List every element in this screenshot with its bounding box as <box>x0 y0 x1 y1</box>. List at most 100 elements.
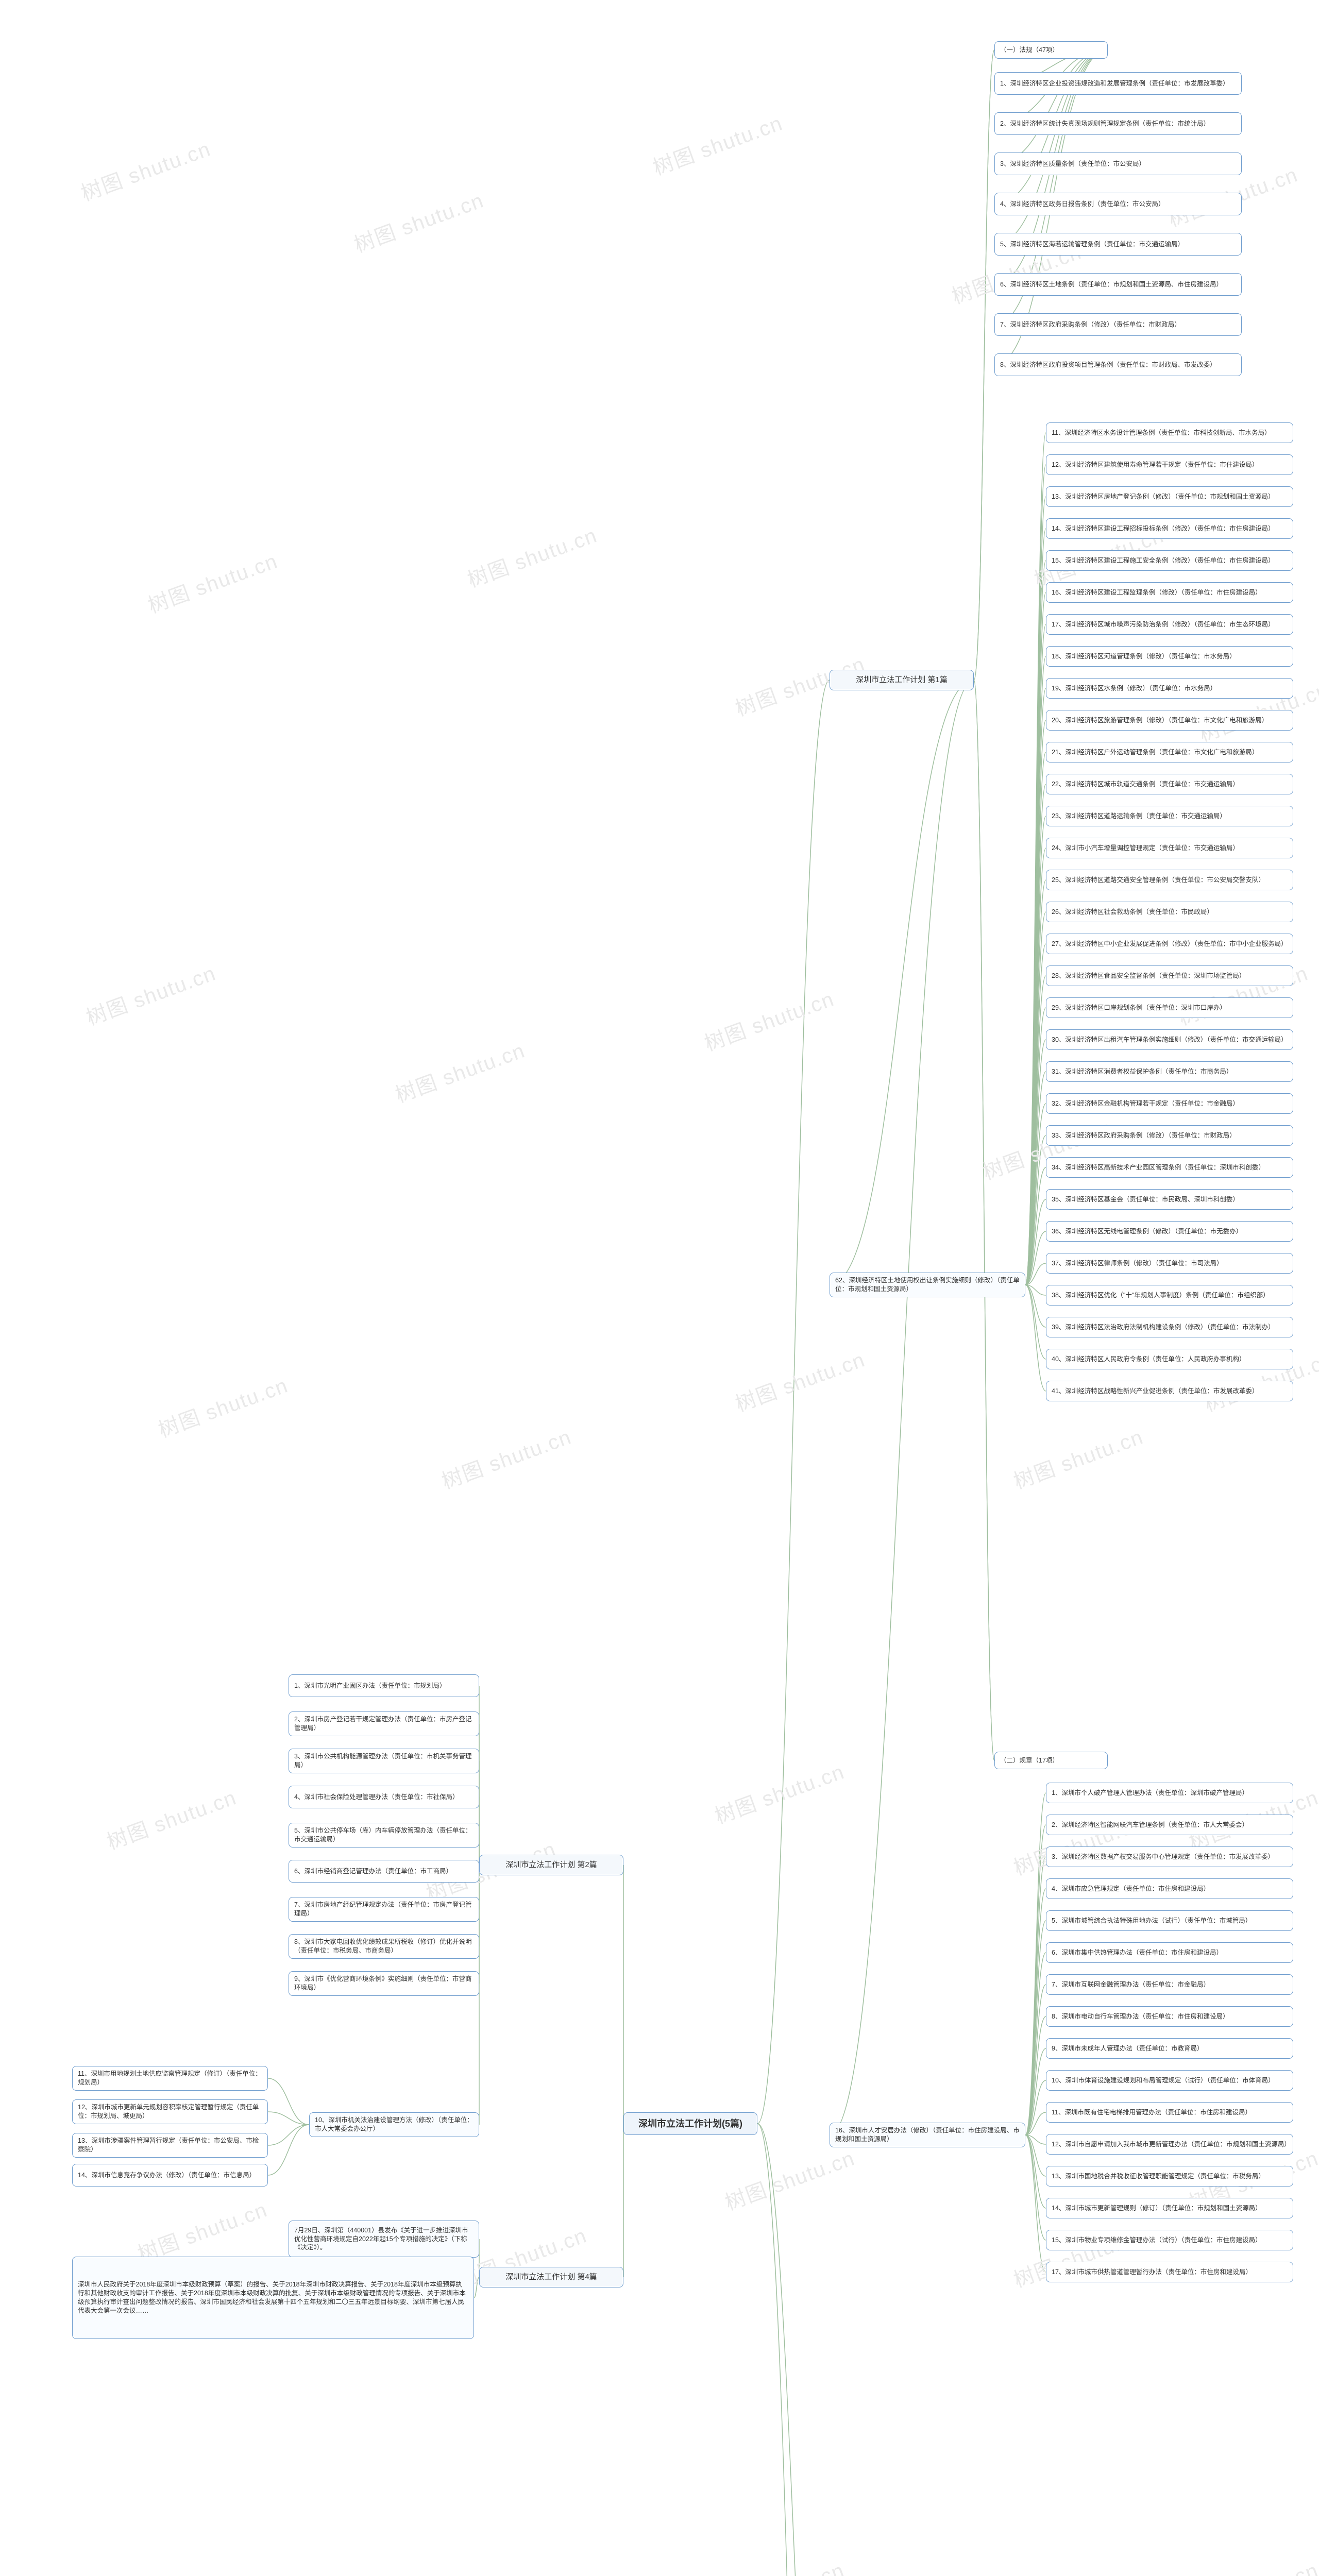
b4-block-1[interactable]: 深圳市人民政府关于2018年度深圳市本级财政预算（草案）的报告、关于2018年深… <box>72 2257 474 2339</box>
relay-r1-leaf-4-label: 15、深圳经济特区建设工程施工安全条例（修改）（责任单位：市住房建设局） <box>1052 556 1275 565</box>
b2-leaf-8-label: 9、深圳市《优化营商环境条例》实施细则（责任单位：市营商环境局） <box>294 1975 474 1992</box>
relay-r1-leaf-17[interactable]: 28、深圳经济特区食品安全监督条例（责任单位：深圳市场监管局） <box>1046 965 1293 986</box>
b1-top-leaf-6[interactable]: 7、深圳经济特区政府采购条例（修改）（责任单位：市财政局） <box>994 313 1242 336</box>
relay-r1-leaf-18[interactable]: 29、深圳经济特区口岸规划条例（责任单位：深圳市口岸办） <box>1046 997 1293 1018</box>
b2-leaf-3-label: 4、深圳市社会保险处理管理办法（责任单位：市社保局） <box>294 1793 459 1802</box>
relay-r2-leaf-10[interactable]: 11、深圳市既有住宅电梯排用管理办法（责任单位：市住房和建设局） <box>1046 2102 1293 2123</box>
relay-r2-leaf-10-label: 11、深圳市既有住宅电梯排用管理办法（责任单位：市住房和建设局） <box>1052 2108 1252 2117</box>
relay-r1-leaf-9-label: 20、深圳经济特区旅游管理条例（修改）（责任单位：市文化广电和旅游局） <box>1052 716 1268 725</box>
b2-leaf-1[interactable]: 2、深圳市房产登记若干规定管理办法（责任单位：市房产登记管理局） <box>289 1711 479 1736</box>
relay-r2-leaf-9[interactable]: 10、深圳市体育设施建设规划和布局管理规定（试行）（责任单位：市体育局） <box>1046 2070 1293 2091</box>
relay-r2-leaf-3[interactable]: 4、深圳市应急管理规定（责任单位：市住房和建设局） <box>1046 1878 1293 1899</box>
watermark: 树图 shutu.cn <box>1009 1420 1147 1495</box>
relay-r2-leaf-0[interactable]: 1、深圳市个人破产管理人管理办法（责任单位：深圳市破产管理局） <box>1046 1783 1293 1803</box>
relay-r2-leaf-8-label: 9、深圳市未成年人管理办法（责任单位：市教育局） <box>1052 2044 1203 2053</box>
relay-r2-leaf-8[interactable]: 9、深圳市未成年人管理办法（责任单位：市教育局） <box>1046 2038 1293 2059</box>
b1-top-leaf-2[interactable]: 3、深圳经济特区质量条例（责任单位：市公安局） <box>994 152 1242 175</box>
b2-side-2[interactable]: 13、深圳市涉疆案件管理暂行规定（责任单位：市公安局、市检察院） <box>72 2133 268 2158</box>
relay-r1-leaf-20[interactable]: 31、深圳经济特区消费者权益保护条例（责任单位：市商务局） <box>1046 1061 1293 1082</box>
relay-r1-leaf-4[interactable]: 15、深圳经济特区建设工程施工安全条例（修改）（责任单位：市住房建设局） <box>1046 550 1293 571</box>
relay-r1-leaf-8[interactable]: 19、深圳经济特区水条例（修改）（责任单位：市水务局） <box>1046 678 1293 699</box>
relay-r1-leaf-3[interactable]: 14、深圳经济特区建设工程招标投标条例（修改）（责任单位：市住房建设局） <box>1046 518 1293 539</box>
relay-r1-leaf-27[interactable]: 38、深圳经济特区优化（"十"年规划人事制度）条例（责任单位：市组织部） <box>1046 1285 1293 1306</box>
relay-r1-leaf-2[interactable]: 13、深圳经济特区房地产登记条例（修改）（责任单位：市规划和国土资源局） <box>1046 486 1293 507</box>
b2-leaf-5[interactable]: 6、深圳市经销商登记管理办法（责任单位：市工商局） <box>289 1860 479 1883</box>
b2-leaf-0[interactable]: 1、深圳市光明产业固区办法（责任单位：市规划局） <box>289 1674 479 1697</box>
b2-side-1[interactable]: 12、深圳市城市更新单元规划容积率核定管理暂行规定（责任单位：市规划局、城更局） <box>72 2099 268 2124</box>
b2-side-3[interactable]: 14、深圳市信息竞存争议办法（修改）（责任单位：市信息局） <box>72 2164 268 2187</box>
branch-b4[interactable]: 深圳市立法工作计划 第4篇 <box>479 2267 623 2287</box>
relay-r2-leaf-2[interactable]: 3、深圳经济特区数据产权交易服务中心管理规定（责任单位：市发展改革委） <box>1046 1846 1293 1867</box>
relay-r1-leaf-16[interactable]: 27、深圳经济特区中小企业发展促进条例（修改）（责任单位：市中小企业服务局） <box>1046 934 1293 954</box>
relay-r2-leaf-15-label: 17、深圳市城市供热管道管理暂行办法（责任单位：市住房和建设局） <box>1052 2268 1252 2277</box>
relay-r1-leaf-1-label: 12、深圳经济特区建筑使用寿命管理若干规定（责任单位：市住建设局） <box>1052 461 1258 469</box>
relay-r2-leaf-6[interactable]: 7、深圳市互联网金融管理办法（责任单位：市金融局） <box>1046 1974 1293 1995</box>
relay-r1-leaf-10[interactable]: 21、深圳经济特区户外运动管理条例（责任单位：市文化广电和旅游局） <box>1046 742 1293 762</box>
relay-r1-leaf-1[interactable]: 12、深圳经济特区建筑使用寿命管理若干规定（责任单位：市住建设局） <box>1046 454 1293 475</box>
relay-r2[interactable]: 16、深圳市人才安居办法（修改）（责任单位：市住房建设局、市规划和国土资源局） <box>830 2123 1025 2147</box>
b2-leaf-4[interactable]: 5、深圳市公共停车场（库）内车辆停放管理办法（责任单位：市交通运输局） <box>289 1823 479 1848</box>
b1-top-leaf-5[interactable]: 6、深圳经济特区土地条例（责任单位：市规划和国土资源局、市住房建设局） <box>994 273 1242 296</box>
branch-b1[interactable]: 深圳市立法工作计划 第1篇 <box>830 670 974 690</box>
relay-r1-leaf-2-label: 13、深圳经济特区房地产登记条例（修改）（责任单位：市规划和国土资源局） <box>1052 493 1275 501</box>
b2-leaf-3[interactable]: 4、深圳市社会保险处理管理办法（责任单位：市社保局） <box>289 1786 479 1808</box>
relay-r1-leaf-12[interactable]: 23、深圳经济特区道路运输条例（责任单位：市交通运输局） <box>1046 806 1293 826</box>
relay-r2-leaf-5[interactable]: 6、深圳市集中供热管理办法（责任单位：市住房和建设局） <box>1046 1942 1293 1963</box>
relay-r1[interactable]: 62、深圳经济特区土地使用权出让条例实施细则（修改）（责任单位：市规划和国土资源… <box>830 1273 1025 1297</box>
relay-r2-leaf-11[interactable]: 12、深圳市自愿申请加入我市城市更新管理办法（责任单位：市规划和国土资源局） <box>1046 2134 1293 2155</box>
relay-r1-leaf-19[interactable]: 30、深圳经济特区出租汽车管理条例实施细则（修改）（责任单位：市交通运输局） <box>1046 1029 1293 1050</box>
relay-r2-leaf-12[interactable]: 13、深圳市国地税合并税收征收管理职能管理规定（责任单位：市税务局） <box>1046 2166 1293 2187</box>
b2-relay-label: 10、深圳市机关法治建设管理方法（修改）（责任单位：市人大常委会办公厅） <box>315 2116 474 2133</box>
b2-leaf-2[interactable]: 3、深圳市公共机构能源管理办法（责任单位：市机关事务管理局） <box>289 1749 479 1773</box>
b1-top-leaf-3[interactable]: 4、深圳经济特区政务日报告条例（责任单位：市公安局） <box>994 193 1242 215</box>
relay-r1-leaf-11[interactable]: 22、深圳经济特区城市轨道交通条例（责任单位：市交通运输局） <box>1046 774 1293 794</box>
b1-top-leaf-0[interactable]: 1、深圳经济特区企业投资违规改造和发展管理条例（责任单位：市发展改革委） <box>994 72 1242 95</box>
b2-leaf-6[interactable]: 7、深圳市房地产经纪管理规定办法（责任单位：市房产登记管理局） <box>289 1897 479 1922</box>
b2-leaf-5-label: 6、深圳市经销商登记管理办法（责任单位：市工商局） <box>294 1867 452 1876</box>
relay-r1-leaf-15[interactable]: 26、深圳经济特区社会救助条例（责任单位：市民政局） <box>1046 902 1293 922</box>
relay-r1-leaf-15-label: 26、深圳经济特区社会救助条例（责任单位：市民政局） <box>1052 908 1213 917</box>
watermark: 树图 shutu.cn <box>720 2142 858 2216</box>
b2-leaf-8[interactable]: 9、深圳市《优化营商环境条例》实施细则（责任单位：市营商环境局） <box>289 1971 479 1996</box>
b2-side-0[interactable]: 11、深圳市用地规划土地供应监察管理规定（修订）（责任单位：规划局） <box>72 2066 268 2091</box>
b4-block-0[interactable]: 7月29日、深圳第（440001）县发布《关于进一步推进深圳市优化性营商环境规定… <box>289 2221 479 2258</box>
relay-r1-leaf-6[interactable]: 17、深圳经济特区城市噪声污染防治条例（修改）（责任单位：市生态环境局） <box>1046 614 1293 635</box>
relay-r2-leaf-1[interactable]: 2、深圳经济特区智能网联汽车管理条例（责任单位：市人大常委会） <box>1046 1815 1293 1835</box>
relay-r1-leaf-14[interactable]: 25、深圳经济特区道路交通安全管理条例（责任单位：市公安局交警支队） <box>1046 870 1293 890</box>
relay-r1-leaf-7[interactable]: 18、深圳经济特区河道管理条例（修改）（责任单位：市水务局） <box>1046 646 1293 667</box>
relay-r1-leaf-9[interactable]: 20、深圳经济特区旅游管理条例（修改）（责任单位：市文化广电和旅游局） <box>1046 710 1293 731</box>
relay-r1-leaf-23[interactable]: 34、深圳经济特区高新技术产业园区管理条例（责任单位：深圳市科创委） <box>1046 1157 1293 1178</box>
b1-top-leaf-7[interactable]: 8、深圳经济特区政府投资项目管理条例（责任单位：市财政局、市发改委） <box>994 353 1242 376</box>
relay-r1-leaf-29[interactable]: 40、深圳经济特区人民政府令条例（责任单位：人民政府办事机构） <box>1046 1349 1293 1369</box>
section-s1a[interactable]: （一）法规（47项） <box>994 41 1108 59</box>
relay-r1-leaf-28[interactable]: 39、深圳经济特区法治政府法制机构建设条例（修改）（责任单位：市法制办） <box>1046 1317 1293 1337</box>
b2-leaf-7[interactable]: 8、深圳市大家电回收优化绩效成果所税收（修订）优化并说明（责任单位：市税务局、市… <box>289 1934 479 1959</box>
relay-r1-leaf-23-label: 34、深圳经济特区高新技术产业园区管理条例（责任单位：深圳市科创委） <box>1052 1163 1265 1172</box>
b2-relay[interactable]: 10、深圳市机关法治建设管理方法（修改）（责任单位：市人大常委会办公厅） <box>309 2112 479 2137</box>
b1-top-leaf-1[interactable]: 2、深圳经济特区统计失真现场规则管理规定条例（责任单位：市统计局） <box>994 112 1242 135</box>
b1-top-leaf-4[interactable]: 5、深圳经济特区海若运输管理条例（责任单位：市交通运输局） <box>994 233 1242 256</box>
relay-r2-leaf-15[interactable]: 17、深圳市城市供热管道管理暂行办法（责任单位：市住房和建设局） <box>1046 2262 1293 2282</box>
relay-r1-leaf-0[interactable]: 11、深圳经济特区水务设计管理条例（责任单位：市科技创新局、市水务局） <box>1046 422 1293 443</box>
relay-r1-leaf-21[interactable]: 32、深圳经济特区金融机构管理若干规定（责任单位：市金融局） <box>1046 1093 1293 1114</box>
watermark: 树图 shutu.cn <box>700 982 838 1057</box>
branch-b2[interactable]: 深圳市立法工作计划 第2篇 <box>479 1855 623 1875</box>
relay-r2-leaf-4[interactable]: 5、深圳市城管综合执法特殊用地办法（试行）（责任单位：市城管局） <box>1046 1910 1293 1931</box>
relay-r2-leaf-7[interactable]: 8、深圳市电动自行车管理办法（责任单位：市住房和建设局） <box>1046 2006 1293 2027</box>
relay-r1-leaf-26[interactable]: 37、深圳经济特区律师条例（修改）（责任单位：市司法局） <box>1046 1253 1293 1274</box>
relay-r1-leaf-30[interactable]: 41、深圳经济特区战略性新兴产业促进条例（责任单位：市发展改革委） <box>1046 1381 1293 1401</box>
relay-r1-leaf-22[interactable]: 33、深圳经济特区政府采购条例（修改）（责任单位：市财政局） <box>1046 1125 1293 1146</box>
relay-r2-leaf-13[interactable]: 14、深圳市城市更新管理规则（修订）（责任单位：市规划和国土资源局） <box>1046 2198 1293 2218</box>
relay-r1-leaf-13[interactable]: 24、深圳市小汽车增量调控管理规定（责任单位：市交通运输局） <box>1046 838 1293 858</box>
relay-r1-leaf-25[interactable]: 36、深圳经济特区无线电管理条例（修改）（责任单位：市无委办） <box>1046 1221 1293 1242</box>
relay-r1-leaf-24[interactable]: 35、深圳经济特区基金会（责任单位：市民政局、深圳市科创委） <box>1046 1189 1293 1210</box>
relay-r1-leaf-5[interactable]: 16、深圳经济特区建设工程监理条例（修改）（责任单位：市住房建设局） <box>1046 582 1293 603</box>
relay-r1-leaf-27-label: 38、深圳经济特区优化（"十"年规划人事制度）条例（责任单位：市组织部） <box>1052 1291 1270 1300</box>
section-s1a-label: （一）法规（47项） <box>1000 46 1059 55</box>
section-s1b[interactable]: （二）规章（17项） <box>994 1752 1108 1769</box>
relay-r2-leaf-12-label: 13、深圳市国地税合并税收征收管理职能管理规定（责任单位：市税务局） <box>1052 2172 1265 2181</box>
relay-r2-leaf-14[interactable]: 15、深圳市物业专项维修金管理办法（试行）（责任单位：市住房建设局） <box>1046 2230 1293 2250</box>
relay-r2-leaf-14-label: 15、深圳市物业专项维修金管理办法（试行）（责任单位：市住房建设局） <box>1052 2236 1262 2245</box>
root-node[interactable]: 深圳市立法工作计划(5篇) <box>623 2112 757 2135</box>
watermark: 树图 shutu.cn <box>463 519 601 594</box>
